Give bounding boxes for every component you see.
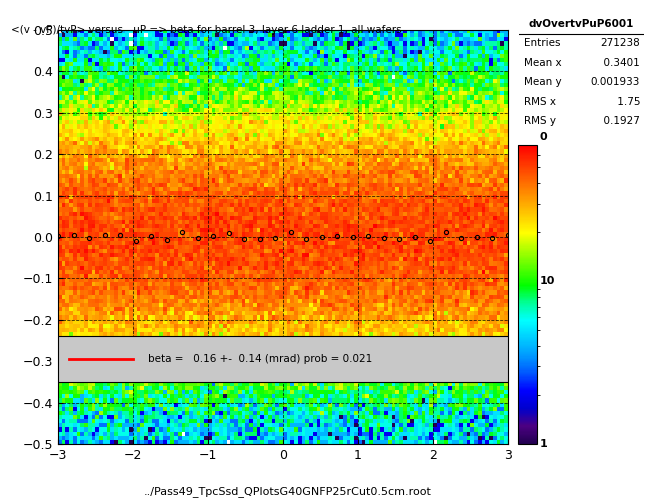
Text: Mean y: Mean y bbox=[524, 77, 562, 87]
Bar bbox=[58, 336, 508, 382]
Text: 0: 0 bbox=[540, 132, 547, 142]
Text: RMS y: RMS y bbox=[524, 116, 556, 126]
Text: ../Pass49_TpcSsd_QPlotsG40GNFP25rCut0.5cm.root: ../Pass49_TpcSsd_QPlotsG40GNFP25rCut0.5c… bbox=[144, 486, 432, 497]
Text: beta =   0.16 +-  0.14 (mrad) prob = 0.021: beta = 0.16 +- 0.14 (mrad) prob = 0.021 bbox=[148, 354, 373, 364]
Text: dvOvertvPuP6001: dvOvertvPuP6001 bbox=[529, 18, 634, 28]
Text: 0.1927: 0.1927 bbox=[597, 116, 640, 126]
Text: <(v - vP)/tvP> versus  -uP => beta for barrel 3, layer 6 ladder 1, all wafers: <(v - vP)/tvP> versus -uP => beta for ba… bbox=[11, 25, 402, 35]
Text: 1: 1 bbox=[540, 439, 547, 449]
Text: 10: 10 bbox=[540, 276, 555, 286]
Text: 0.001933: 0.001933 bbox=[591, 77, 640, 87]
Text: 271238: 271238 bbox=[600, 38, 640, 48]
Text: Entries: Entries bbox=[524, 38, 560, 48]
Text: 1.75: 1.75 bbox=[600, 97, 640, 107]
Text: Mean x: Mean x bbox=[524, 57, 562, 67]
Text: RMS x: RMS x bbox=[524, 97, 556, 107]
Text: 0.3401: 0.3401 bbox=[597, 57, 640, 67]
